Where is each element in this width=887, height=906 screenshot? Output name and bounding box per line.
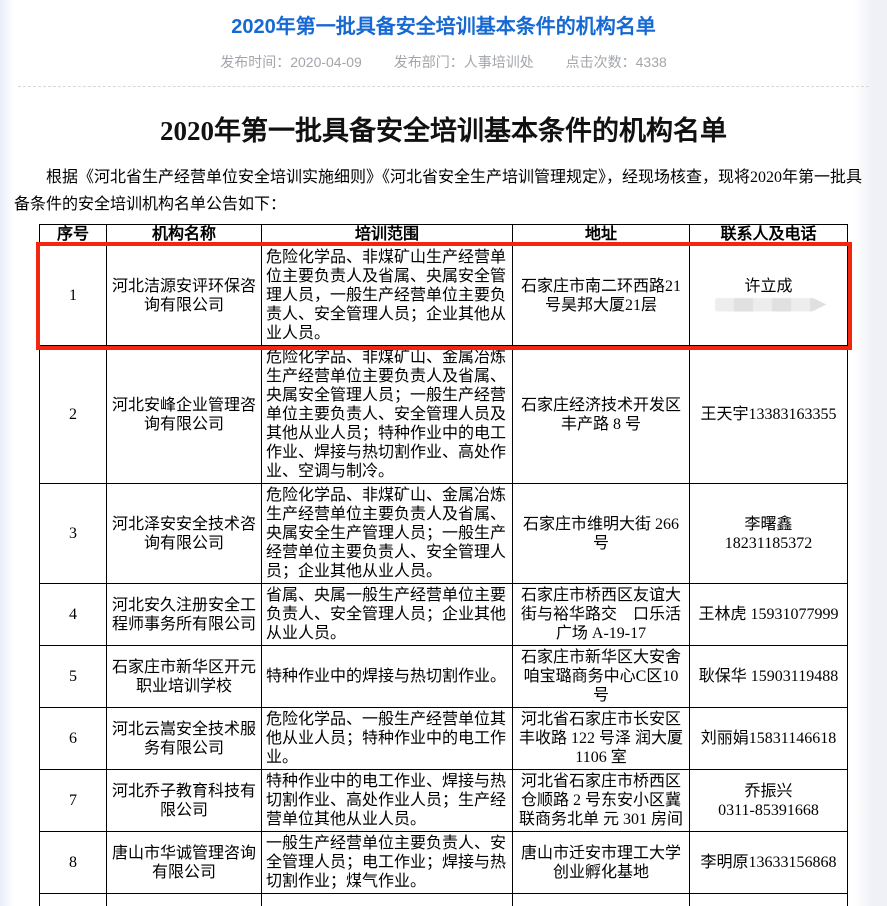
table-row-3: 3 河北泽安安全技术咨询有限公司 危险化学品、非煤矿山、金属冶炼生产经营单位主要…: [40, 484, 848, 584]
page-title: 2020年第一批具备安全培训基本条件的机构名单: [12, 14, 875, 41]
cell-scope: 省属、央属一般生产经营单位主要负责人、安全管理人员；企业其他从业人员。: [262, 584, 513, 646]
header-address: 地址: [513, 225, 690, 246]
cell-seq: 1: [40, 246, 107, 346]
table-row-9-clipped: [40, 894, 848, 906]
cell-seq: 4: [40, 584, 107, 646]
cell-address: 河北省石家庄市长安区丰收路 122 号泽 润大厦 1106 室: [513, 708, 690, 770]
cell-seq: 7: [40, 770, 107, 832]
cell-contact: 王林虎 15931077999: [690, 584, 848, 646]
page-card: 2020年第一批具备安全培训基本条件的机构名单 发布时间：2020-04-09 …: [12, 0, 875, 906]
header-scope: 培训范围: [262, 225, 513, 246]
cell-address: 石家庄市维明大街 266 号: [513, 484, 690, 584]
cell-org-name: 石家庄市新华区开元职业培训学校: [107, 646, 262, 708]
publish-time: 发布时间：2020-04-09: [220, 54, 362, 70]
cell-contact: 许立成: [690, 246, 848, 346]
intro-paragraph: 根据《河北省生产经营单位安全培训实施细则》《河北省安全生产培训管理规定》，经现场…: [14, 164, 873, 218]
cell-seq: 8: [40, 832, 107, 894]
article-title: 2020年第一批具备安全培训基本条件的机构名单: [12, 109, 875, 148]
cell-scope: 危险化学品、非煤矿山生产经营单位主要负责人及省属、央属安全管理人员，一般生产经营…: [262, 246, 513, 346]
table-row-8: 8 唐山市华诚管理咨询有限公司 一般生产经营单位主要负责人、安全管理人员；电工作…: [40, 832, 848, 894]
cell-org-name: 河北云嵩安全技术服务有限公司: [107, 708, 262, 770]
table-row-5: 5 石家庄市新华区开元职业培训学校 特种作业中的焊接与热切割作业。 石家庄市新华…: [40, 646, 848, 708]
click-count: 点击次数：4338: [566, 54, 667, 70]
cell-scope: 危险化学品、非煤矿山、金属冶炼生产经营单位主要负责人及省属、央属安全管理人员；一…: [262, 346, 513, 484]
cell-scope: 特种作业中的焊接与热切割作业。: [262, 646, 513, 708]
cell-org-name: 河北乔子教育科技有限公司: [107, 770, 262, 832]
meta-bar: 发布时间：2020-04-09 发布部门：人事培训处 点击次数：4338: [12, 52, 875, 72]
cell-address: 唐山市迁安市理工大学创业孵化基地: [513, 832, 690, 894]
cell-scope: 一般生产经营单位主要负责人、安全管理人员；电工作业；焊接与热切割作业；煤气作业。: [262, 832, 513, 894]
cell-address: 石家庄市桥西区友谊大街与裕华路交 口乐活广场 A-19-17: [513, 584, 690, 646]
cell-seq: 3: [40, 484, 107, 584]
cell-org-name: 河北洁源安评环保咨询有限公司: [107, 246, 262, 346]
header-seq: 序号: [40, 225, 107, 246]
cell-contact: 刘丽娟15831146618: [690, 708, 848, 770]
cell-contact: 李曙鑫 18231185372: [690, 484, 848, 584]
table-row-4: 4 河北安久注册安全工程师事务所有限公司 省属、央属一般生产经营单位主要负责人、…: [40, 584, 848, 646]
cell-seq: 5: [40, 646, 107, 708]
cell-contact: 乔振兴 0311-85391668: [690, 770, 848, 832]
header-name: 机构名称: [107, 225, 262, 246]
table-row-1-highlighted: 1 河北洁源安评环保咨询有限公司 危险化学品、非煤矿山生产经营单位主要负责人及省…: [40, 246, 848, 346]
cell-seq: 2: [40, 346, 107, 484]
org-table: 序号 机构名称 培训范围 地址 联系人及电话 1 河北洁源安评环保咨询有限公司 …: [39, 224, 848, 906]
dashed-divider: [18, 86, 869, 87]
cell-scope: 特种作业中的电工作业、焊接与热切割作业、高处作业人员；生产经营单位其他从业人员。: [262, 770, 513, 832]
cell-org-name: 唐山市华诚管理咨询有限公司: [107, 832, 262, 894]
contact-name: 许立成: [744, 278, 792, 295]
cell-contact: 耿保华 15903119488: [690, 646, 848, 708]
table-row-2: 2 河北安峰企业管理咨询有限公司 危险化学品、非煤矿山、金属冶炼生产经营单位主要…: [40, 346, 848, 484]
cell-seq: 6: [40, 708, 107, 770]
table-row-7: 7 河北乔子教育科技有限公司 特种作业中的电工作业、焊接与热切割作业、高处作业人…: [40, 770, 848, 832]
cell-address: 河北省石家庄市桥西区仓顺路 2 号东安小区冀联商务北单 元 301 房间: [513, 770, 690, 832]
cell-scope: 危险化学品、一般生产经营单位其他从业人员；特种作业中的电工作业。: [262, 708, 513, 770]
cell-org-name: 河北泽安安全技术咨询有限公司: [107, 484, 262, 584]
cell-address: 石家庄经济技术开发区丰产路 8 号: [513, 346, 690, 484]
cell-scope: 危险化学品、非煤矿山、金属冶炼生产经营单位主要负责人及省属、央属安全生产管理人员…: [262, 484, 513, 584]
publish-dept: 发布部门：人事培训处: [394, 54, 534, 70]
cell-address: 石家庄市南二环西路21号昊邦大厦21层: [513, 246, 690, 346]
redacted-phone-bar: [715, 298, 827, 312]
cell-contact: 李明原13633156868: [690, 832, 848, 894]
cell-address: 石家庄市新华区大安舍咱宝璐商务中心C区10号: [513, 646, 690, 708]
table-row-6: 6 河北云嵩安全技术服务有限公司 危险化学品、一般生产经营单位其他从业人员；特种…: [40, 708, 848, 770]
table-header-row: 序号 机构名称 培训范围 地址 联系人及电话: [40, 225, 848, 246]
cell-org-name: 河北安峰企业管理咨询有限公司: [107, 346, 262, 484]
cell-contact: 王天宇13383163355: [690, 346, 848, 484]
header-contact: 联系人及电话: [690, 225, 848, 246]
cell-org-name: 河北安久注册安全工程师事务所有限公司: [107, 584, 262, 646]
